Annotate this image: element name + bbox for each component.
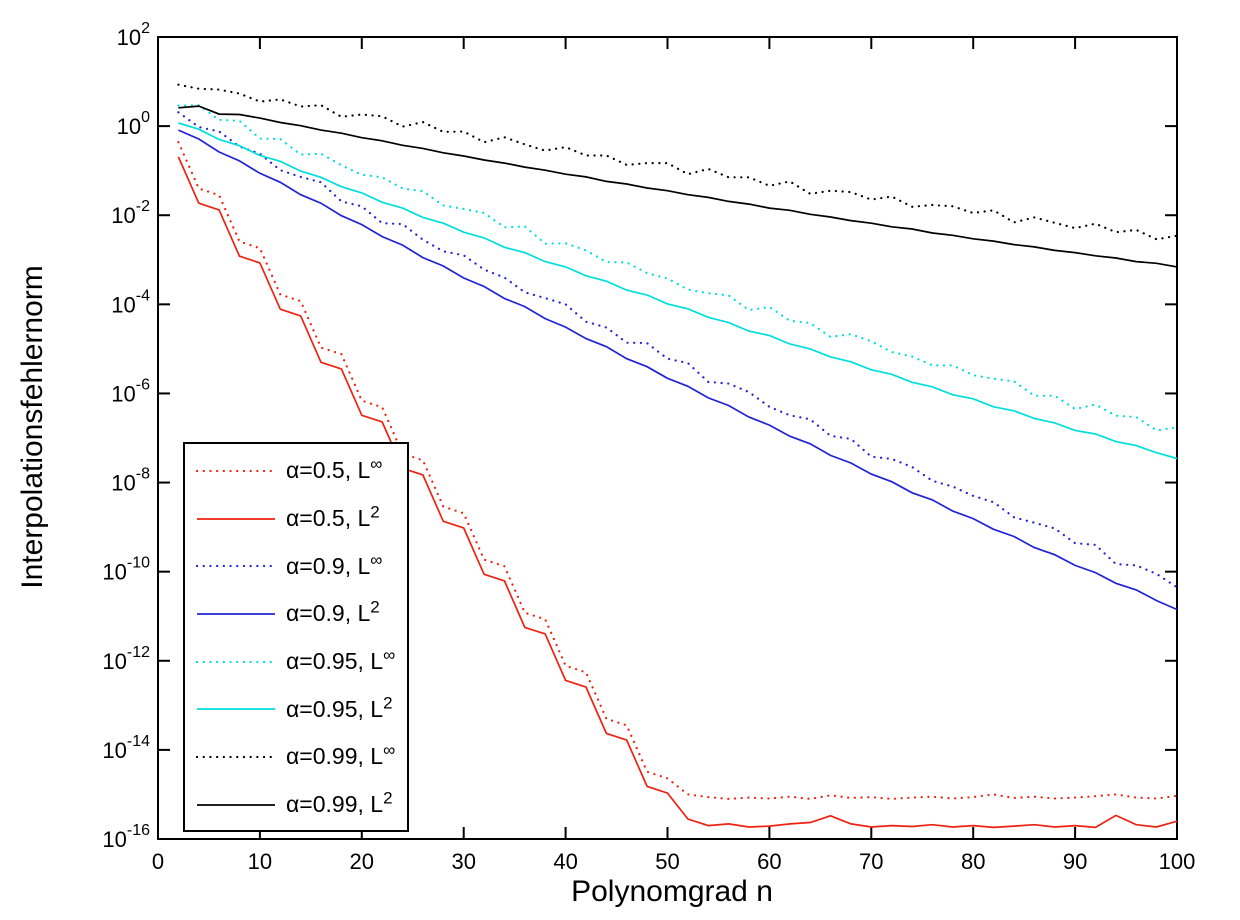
x-tick-label: 90 (1063, 849, 1087, 874)
x-tick-label: 80 (961, 849, 985, 874)
x-tick-label: 50 (655, 849, 679, 874)
legend-label: α=0.9, L2 (286, 597, 380, 627)
legend-item-a095_Linf: α=0.95, L∞ (185, 638, 407, 686)
x-tick-label: 100 (1159, 849, 1196, 874)
legend-item-a099_L2: α=0.99, L2 (185, 781, 407, 829)
series-line-a05_L2 (177, 156, 1178, 829)
series-line-a09_L2 (178, 129, 1178, 611)
legend-label-superscript: 2 (370, 597, 380, 617)
legend-label: α=0.5, L∞ (286, 454, 383, 484)
legend-item-a09_L2: α=0.9, L2 (185, 590, 407, 638)
y-tick-label: 10-16 (102, 822, 150, 852)
x-tick-label: 60 (757, 849, 781, 874)
x-tick-label: 40 (553, 849, 577, 874)
legend-sample-line-solid (197, 708, 275, 711)
series-line-a095_L2 (178, 122, 1178, 460)
legend-sample-line-dotted (196, 660, 276, 663)
y-tick-label: 100 (117, 109, 150, 139)
legend-item-a095_L2: α=0.95, L2 (185, 685, 407, 733)
legend-label: α=0.5, L2 (286, 502, 380, 532)
y-tick-label: 10-14 (102, 733, 150, 763)
legend-sample-line-solid (197, 517, 275, 520)
legend-sample-line-dotted (196, 469, 276, 472)
y-tick-label: 10-6 (111, 376, 150, 406)
y-tick-label: 10-12 (102, 644, 150, 674)
legend-label-superscript: 2 (383, 788, 393, 808)
series-line-a05_Linf (177, 141, 1179, 801)
y-tick-label: 10-2 (111, 198, 150, 228)
legend-label: α=0.99, L∞ (286, 740, 396, 770)
legend-label-superscript: ∞ (370, 550, 383, 570)
legend: α=0.5, L∞ α=0.5, L2 α=0.9, L∞ α=0.9, L2 α=0.… (183, 442, 409, 832)
legend-label-superscript: ∞ (370, 454, 383, 474)
series-line-a099_L2 (178, 105, 1178, 268)
x-tick-label: 20 (350, 849, 374, 874)
series-line-a099_Linf (177, 83, 1179, 241)
legend-sample-line-solid (197, 803, 275, 806)
y-tick-label: 10-10 (102, 555, 150, 585)
y-tick-label: 10-4 (111, 287, 150, 317)
x-axis-title: Polynomgrad n (571, 875, 773, 908)
legend-label-superscript: 2 (370, 502, 380, 522)
legend-sample-line-dotted (196, 565, 276, 568)
legend-label: α=0.99, L2 (286, 788, 393, 818)
x-tick-label: 70 (859, 849, 883, 874)
legend-label-superscript: 2 (383, 693, 393, 713)
series-line-a095_Linf (177, 104, 1179, 432)
legend-item-a09_Linf: α=0.9, L∞ (185, 542, 407, 590)
legend-label-superscript: ∞ (383, 740, 396, 760)
legend-item-a099_Linf: α=0.99, L∞ (185, 733, 407, 781)
legend-item-a05_L2: α=0.5, L2 (185, 495, 407, 543)
legend-item-a05_Linf: α=0.5, L∞ (185, 447, 407, 495)
x-tick-label: 10 (248, 849, 272, 874)
y-tick-label: 10-8 (111, 466, 150, 496)
legend-label: α=0.95, L∞ (286, 645, 396, 675)
legend-sample-line-dotted (196, 755, 276, 759)
x-tick-label: 30 (451, 849, 475, 874)
x-tick-label: 0 (152, 849, 164, 874)
y-axis-title: Interpolationsfehlernorm (16, 265, 49, 589)
y-tick-label: 102 (117, 20, 150, 50)
legend-label-superscript: ∞ (383, 645, 396, 665)
legend-label: α=0.95, L2 (286, 693, 393, 722)
legend-sample-line-solid (197, 613, 275, 615)
legend-label: α=0.9, L∞ (286, 550, 383, 579)
